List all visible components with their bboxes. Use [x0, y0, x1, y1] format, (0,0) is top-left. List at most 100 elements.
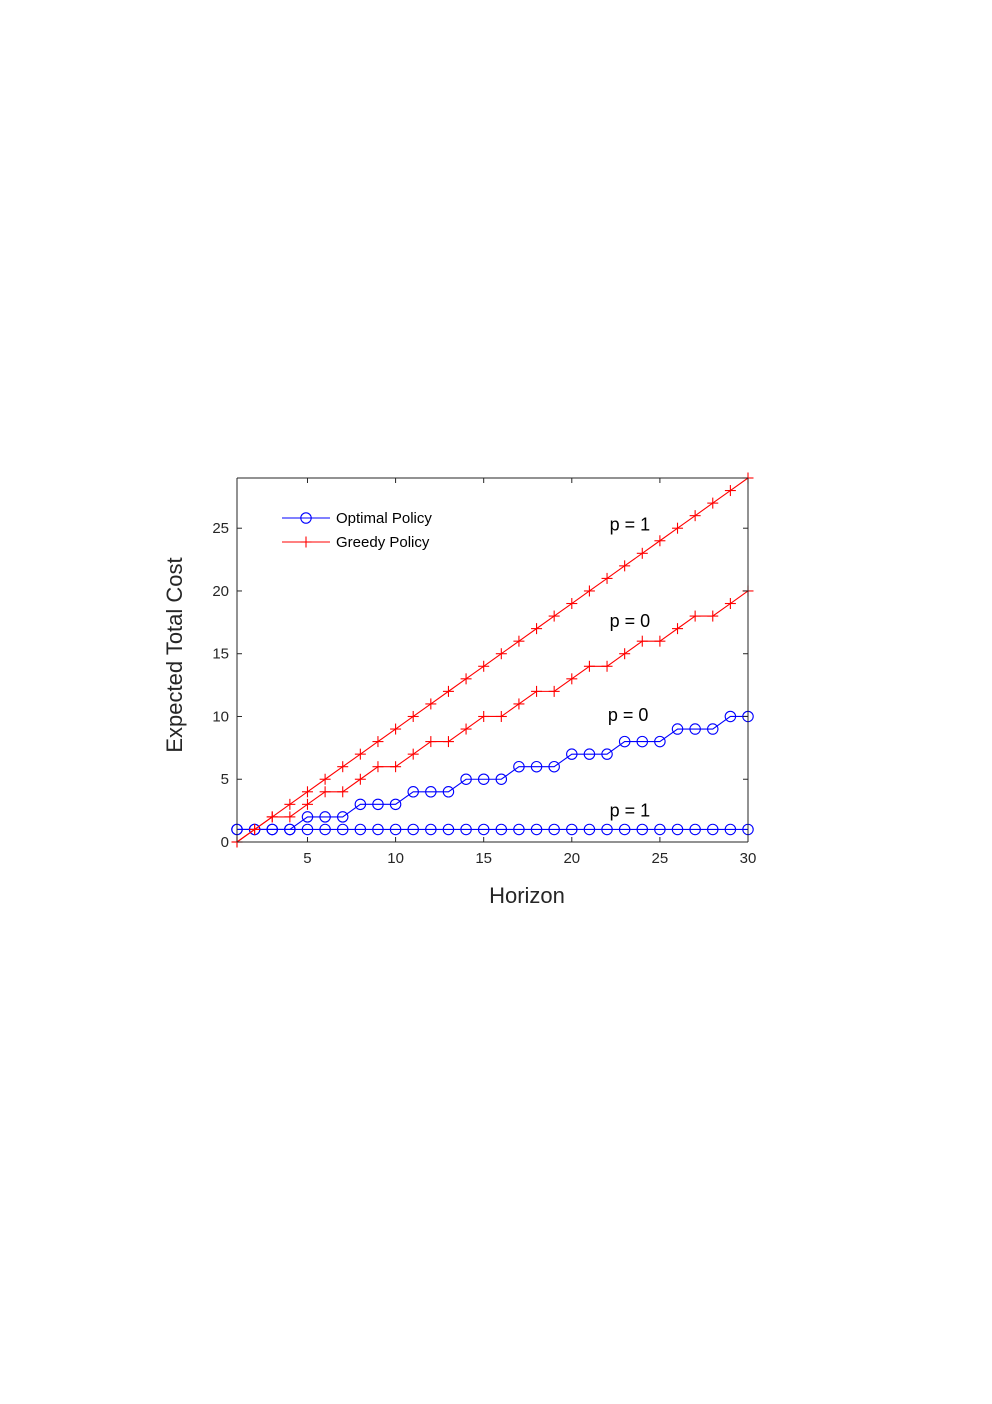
data-point [654, 535, 666, 547]
data-point [354, 823, 367, 836]
data-point [266, 823, 278, 836]
data-point [548, 823, 560, 836]
data-point [249, 823, 261, 835]
data-point [460, 773, 472, 785]
data-point [442, 786, 455, 798]
data-point [372, 823, 384, 836]
data-point [301, 811, 314, 823]
series-line [237, 715, 748, 831]
legend-label: Greedy Policy [336, 534, 430, 551]
x-tick-label: 20 [563, 850, 580, 867]
legend-item: Optimal Policy [282, 510, 432, 527]
data-point [566, 598, 578, 610]
data-point [301, 823, 314, 836]
data-point [618, 823, 631, 836]
data-point [442, 685, 454, 697]
data-point [513, 698, 525, 710]
y-tick-label: 25 [212, 520, 229, 537]
data-point [425, 736, 437, 748]
data-point [707, 823, 719, 836]
data-point [724, 598, 736, 610]
data-point [530, 760, 543, 773]
data-point [319, 773, 331, 785]
data-point [672, 623, 684, 635]
data-point [319, 811, 331, 823]
data-point [689, 723, 701, 735]
data-point [636, 547, 648, 559]
data-point [601, 572, 613, 584]
data-point [495, 773, 508, 785]
data-point [425, 786, 437, 798]
data-point [707, 610, 719, 622]
data-point [301, 786, 313, 798]
data-point [442, 736, 454, 748]
data-point [477, 823, 490, 836]
data-point [337, 786, 349, 798]
data-point [460, 723, 472, 735]
data-point [495, 648, 507, 660]
data-point [337, 761, 349, 773]
data-point [583, 823, 596, 836]
data-point [566, 673, 578, 685]
annotation-label: p = 0 [608, 705, 649, 725]
data-point [601, 748, 613, 760]
data-point [495, 823, 508, 836]
series-line [236, 590, 749, 843]
data-point [531, 623, 543, 635]
data-point [583, 585, 595, 597]
data-point [407, 748, 419, 760]
data-point [707, 497, 719, 509]
data-point [654, 823, 666, 836]
data-point [425, 698, 437, 710]
data-point [566, 748, 578, 760]
series-line [236, 477, 749, 843]
series-3 [231, 472, 754, 848]
data-point [372, 736, 384, 748]
data-point [425, 823, 437, 836]
legend-item: Greedy Policy [282, 534, 430, 551]
annotation-label: p = 1 [610, 514, 651, 534]
legend-marker [300, 512, 312, 524]
data-point [284, 811, 296, 823]
y-tick-label: 20 [212, 583, 229, 600]
data-point [266, 811, 278, 823]
data-point [284, 798, 296, 810]
annotation-label: p = 0 [610, 611, 651, 631]
data-point [319, 786, 331, 798]
legend-marker [300, 536, 312, 548]
y-tick-label: 5 [221, 771, 229, 788]
data-point [372, 798, 384, 811]
y-axis-title: Expected Total Cost [162, 557, 187, 752]
x-tick-label: 10 [387, 850, 404, 867]
data-point [336, 811, 349, 823]
x-tick-label: 15 [475, 850, 492, 867]
y-tick-label: 0 [221, 834, 229, 851]
data-point [407, 710, 419, 722]
data-point [407, 786, 419, 798]
x-axis-title: Horizon [489, 883, 565, 908]
data-point [319, 823, 331, 836]
data-point [654, 735, 666, 748]
data-point [619, 648, 631, 660]
data-point [724, 485, 736, 497]
data-point [284, 823, 296, 836]
x-tick-label: 30 [740, 850, 757, 867]
data-point [336, 823, 349, 836]
legend-label: Optimal Policy [336, 510, 432, 527]
data-point [566, 823, 578, 836]
data-point [442, 823, 455, 836]
data-point [548, 685, 560, 697]
data-point [636, 635, 648, 647]
data-point [354, 773, 366, 785]
y-tick-label: 10 [212, 708, 229, 725]
legend: Optimal Policy Greedy Policy [282, 510, 432, 551]
data-point [478, 660, 490, 672]
data-point [601, 823, 613, 836]
y-tick-label: 15 [212, 646, 229, 663]
data-point [636, 735, 649, 748]
data-point [513, 635, 525, 647]
data-point [477, 773, 490, 785]
data-point [390, 761, 402, 773]
data-point [372, 761, 384, 773]
